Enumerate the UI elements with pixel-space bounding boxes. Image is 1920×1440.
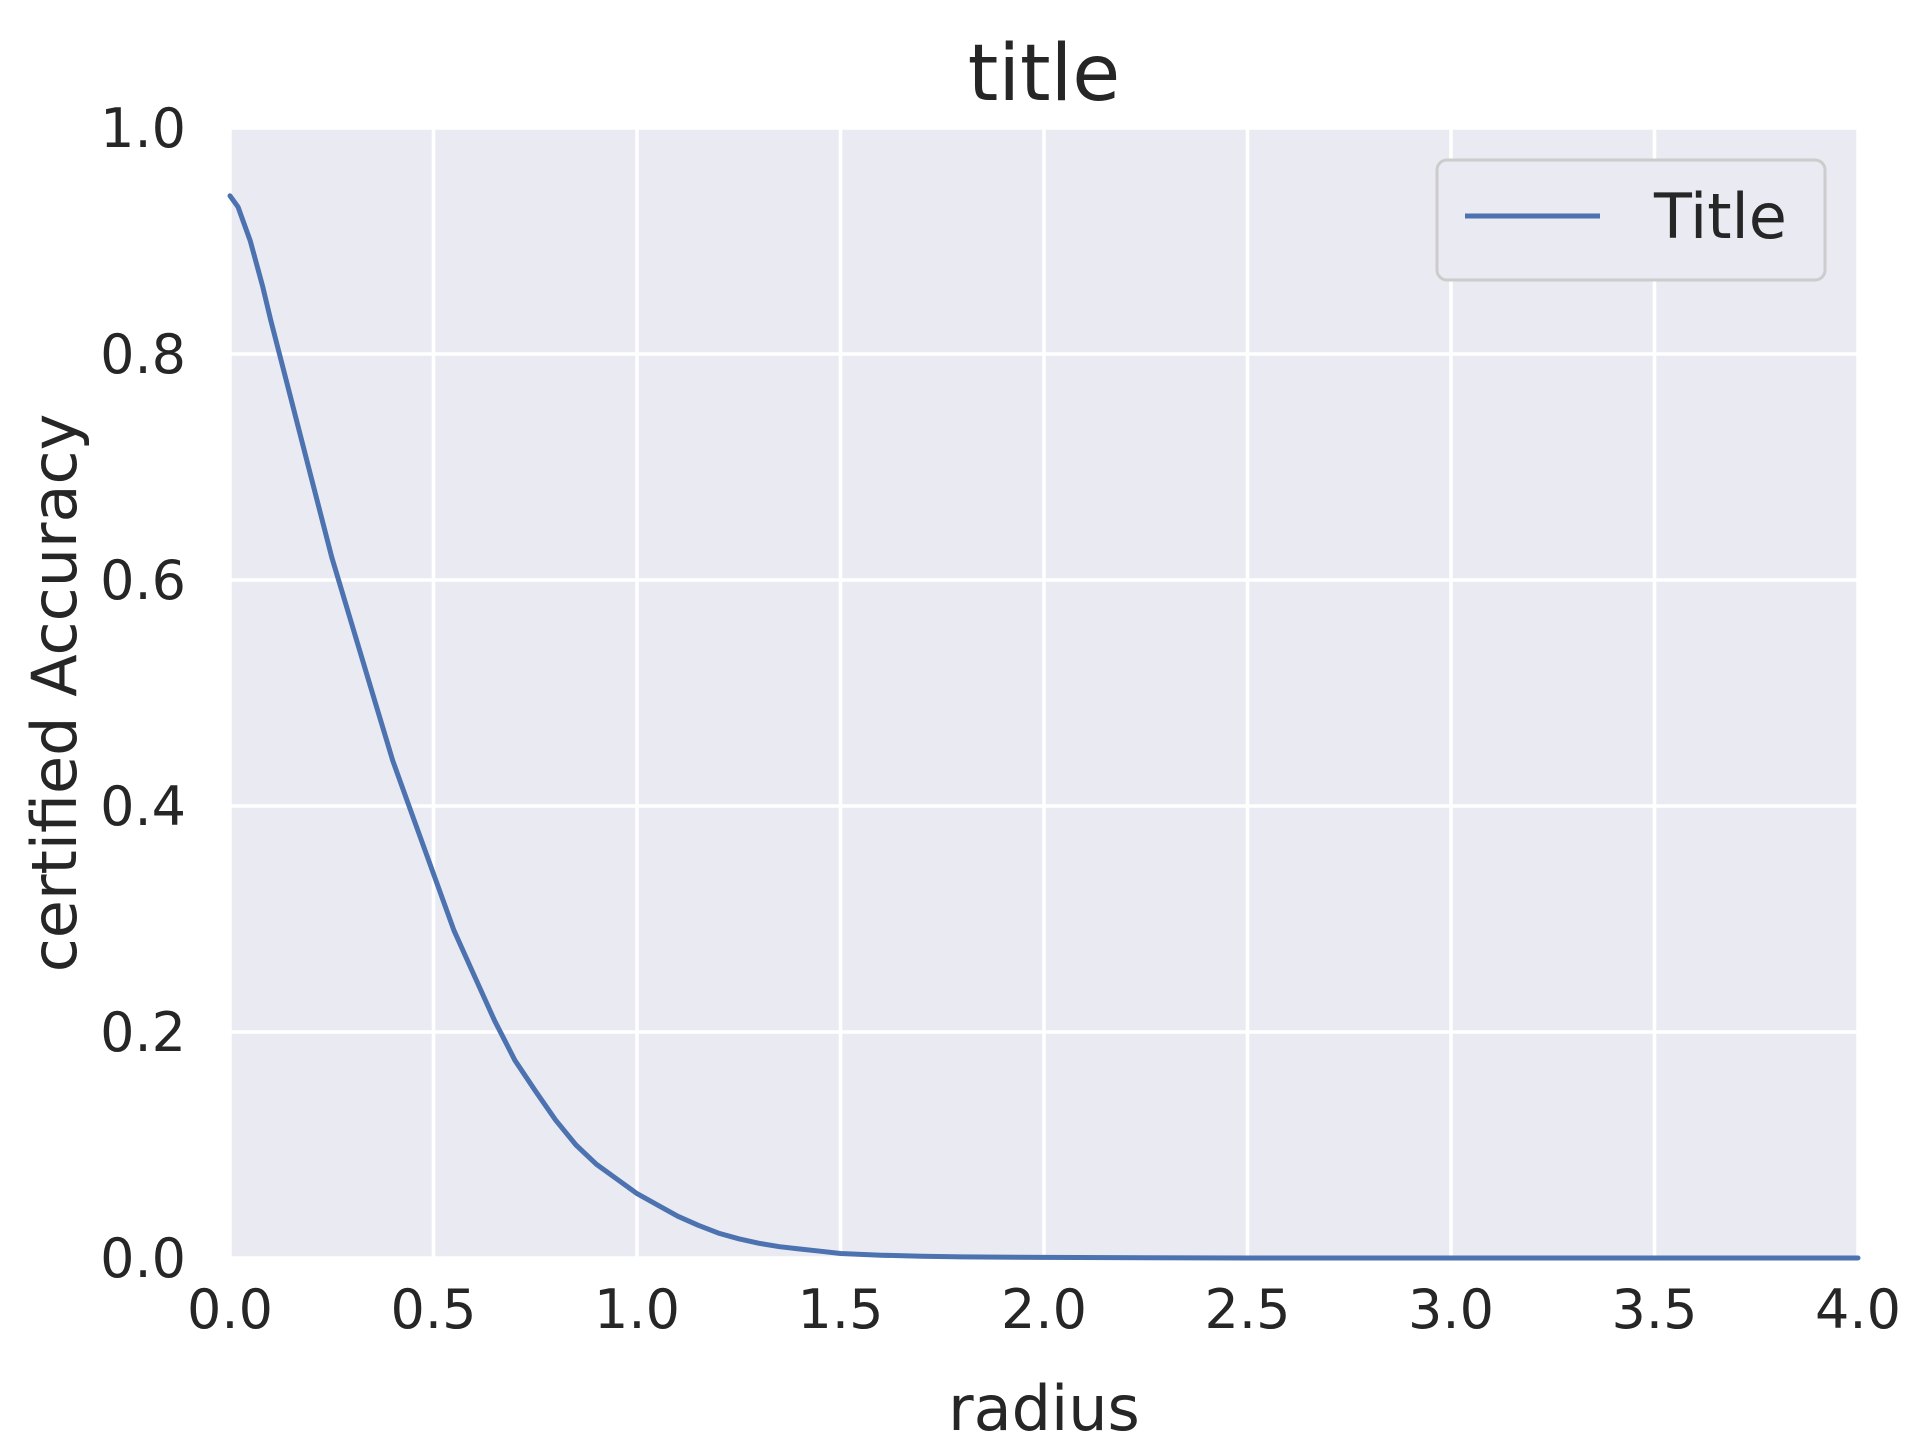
y-axis-label: certified Accuracy <box>18 414 91 973</box>
x-axis-label: radius <box>948 1372 1140 1440</box>
x-tick-label: 3.5 <box>1612 1278 1698 1341</box>
y-tick-label: 0.4 <box>100 775 186 838</box>
y-tick-label: 0.6 <box>100 549 186 612</box>
x-tick-label: 3.0 <box>1408 1278 1494 1341</box>
legend-box <box>1435 158 1827 282</box>
y-tick-label: 0.0 <box>100 1227 186 1290</box>
x-tick-label: 0.5 <box>391 1278 477 1341</box>
legend-label: Title <box>1653 180 1787 253</box>
x-tick-label: 4.0 <box>1815 1278 1901 1341</box>
series-line-0 <box>227 193 1861 1261</box>
y-tick-label: 1.0 <box>100 97 186 160</box>
x-tick-label: 1.0 <box>594 1278 680 1341</box>
x-tick-label: 1.5 <box>798 1278 884 1341</box>
x-tick-label: 2.5 <box>1205 1278 1291 1341</box>
legend: Title <box>1435 158 1827 282</box>
y-tick-label: 0.8 <box>100 323 186 386</box>
x-tick-label: 0.0 <box>187 1278 273 1341</box>
y-tick-label: 0.2 <box>100 1001 186 1064</box>
series-layer <box>227 193 1861 1261</box>
chart-title: title <box>968 29 1121 119</box>
x-tick-label: 2.0 <box>1001 1278 1087 1341</box>
y-tick-labels: 0.0 0.2 0.4 0.6 0.8 1.0 <box>100 97 186 1290</box>
x-tick-labels: 0.0 0.5 1.0 1.5 2.0 2.5 3.0 3.5 4.0 <box>187 1278 1901 1341</box>
